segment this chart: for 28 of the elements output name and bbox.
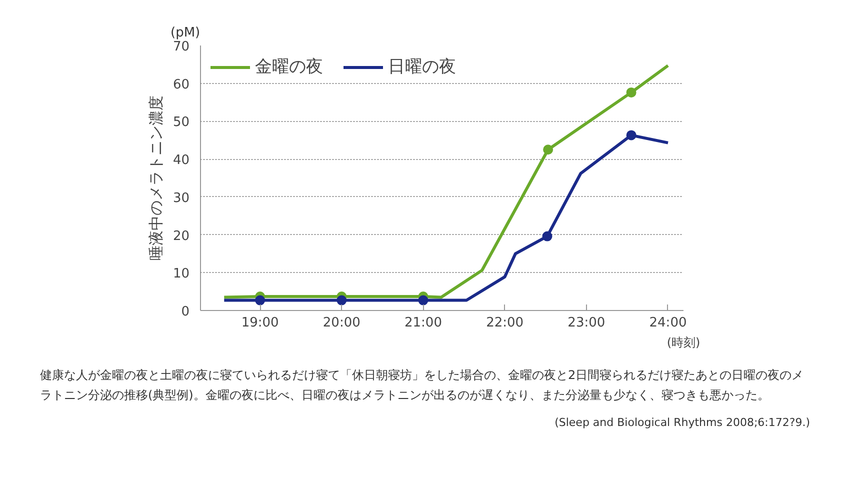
y-tick-label: 30 [172, 190, 190, 206]
point [418, 295, 428, 306]
y-tick-label: 0 [181, 304, 190, 320]
y-tick-label: 60 [172, 77, 190, 92]
x-tick-label: 21:00 [404, 316, 442, 330]
x-axis-title: (時刻) [666, 336, 700, 350]
x-tick-label: 20:00 [322, 316, 360, 330]
point [626, 130, 636, 140]
y-axis-title: 唾液中のメラトニン濃度 [146, 96, 165, 260]
point [336, 295, 347, 306]
y-tick-label: 50 [172, 115, 190, 130]
x-tick-label: 22:00 [486, 316, 524, 330]
y-tick-label: 40 [172, 153, 190, 168]
text: 健康な人が金曜の夜と土曜の夜に寝ていられるだけ寝て「休日朝寝坊」をした場合の、金曜の夜と2日間寝られるだけ寝たあとの日曜の夜のメラトニン分泌の推移(典型例)。金曜の夜に比べ、日曜の夜はメラトニンが出るのが遅くなり、また分泌量も少なく、寝つきも悪かった。 [40, 367, 805, 404]
x-tick-label: 24:00 [649, 316, 687, 330]
point [626, 87, 636, 98]
point [542, 231, 552, 242]
legend-label: 金曜の夜 [255, 56, 323, 78]
y-tick-label: 10 [172, 266, 190, 282]
point [543, 144, 554, 155]
y-tick-label: 70 [172, 40, 190, 54]
y-tick-label: 20 [172, 228, 190, 244]
legend-label: 日曜の夜 [388, 56, 456, 78]
x-tick-label: 23:00 [568, 316, 606, 330]
point [255, 295, 266, 306]
x-tick-label: 19:00 [241, 316, 279, 330]
text: (pM) [170, 26, 200, 40]
text: (Sleep and Biological Rhythms 2008;6:172?9.) [554, 414, 810, 430]
